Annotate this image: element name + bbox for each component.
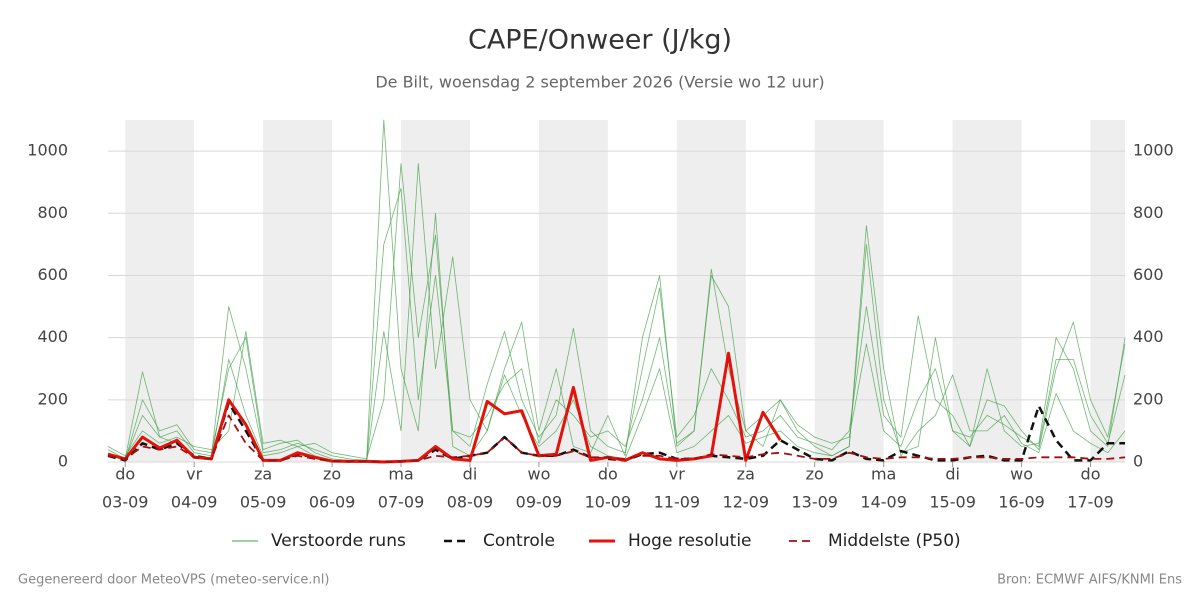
x-tick-label: za xyxy=(254,465,272,484)
x-tick-date: 04-09 xyxy=(171,493,218,512)
x-tick-date: 08-09 xyxy=(447,493,494,512)
x-tick-label: vr xyxy=(669,465,685,484)
x-tick-label: wo xyxy=(527,465,550,484)
x-tick-label: ma xyxy=(388,465,413,484)
series-line xyxy=(107,188,1126,462)
y-tick-label: 800 xyxy=(37,203,68,222)
x-tick-date: 06-09 xyxy=(309,493,356,512)
x-tick-date: 11-09 xyxy=(654,493,701,512)
y2-tick-label: 600 xyxy=(1133,265,1164,284)
x-tick-label: zo xyxy=(323,465,341,484)
footer-right: Bron: ECMWF AIFS/KNMI Ens xyxy=(997,573,1182,588)
series-line xyxy=(107,119,1126,461)
y-tick-label: 0 xyxy=(58,452,68,471)
day-shade xyxy=(263,120,333,462)
day-shade xyxy=(952,120,1022,462)
y2-tick-label: 200 xyxy=(1133,389,1164,408)
day-shade xyxy=(125,120,195,462)
x-tick-date: 17-09 xyxy=(1067,493,1114,512)
x-tick-label: wo xyxy=(1010,465,1033,484)
legend-label: Verstoorde runs xyxy=(271,531,406,551)
legend-label: Controle xyxy=(483,531,555,551)
x-tick-date: 07-09 xyxy=(378,493,425,512)
x-tick-label: do xyxy=(1081,465,1101,484)
day-shade xyxy=(676,120,746,462)
x-tick-label: di xyxy=(463,465,478,484)
series-line xyxy=(107,414,1126,463)
legend-label: Middelste (P50) xyxy=(828,531,961,551)
series-line xyxy=(107,163,1126,460)
x-tick-date: 10-09 xyxy=(585,493,632,512)
day-shade xyxy=(814,120,884,462)
x-tick-label: zo xyxy=(806,465,824,484)
x-tick-date: 09-09 xyxy=(516,493,563,512)
day-shade xyxy=(401,120,470,462)
y-tick-label: 1000 xyxy=(27,141,68,160)
chart-title: CAPE/Onweer (J/kg) xyxy=(468,25,732,56)
y2-tick-label: 0 xyxy=(1133,452,1143,471)
legend-label: Hoge resolutie xyxy=(628,531,752,551)
y2-tick-label: 800 xyxy=(1133,203,1164,222)
x-tick-date: 03-09 xyxy=(102,493,149,512)
x-tick-date: 14-09 xyxy=(860,493,907,512)
x-tick-label: do xyxy=(598,465,618,484)
y-tick-label: 600 xyxy=(37,265,68,284)
day-shade xyxy=(1090,120,1125,462)
y-tick-label: 400 xyxy=(37,327,68,346)
day-shade xyxy=(538,120,608,462)
x-tick-label: do xyxy=(115,465,135,484)
x-tick-date: 15-09 xyxy=(929,493,976,512)
chart-subtitle: De Bilt, woensdag 2 september 2026 (Vers… xyxy=(375,73,824,92)
x-tick-date: 13-09 xyxy=(791,493,838,512)
x-tick-date: 16-09 xyxy=(998,493,1045,512)
series-line xyxy=(107,351,782,464)
x-tick-date: 05-09 xyxy=(240,493,287,512)
y2-tick-label: 400 xyxy=(1133,327,1164,346)
y2-tick-label: 1000 xyxy=(1133,141,1174,160)
x-tick-label: vr xyxy=(186,465,202,484)
x-tick-label: di xyxy=(945,465,960,484)
x-tick-label: ma xyxy=(871,465,896,484)
y-tick-label: 200 xyxy=(37,389,68,408)
footer-left: Gegenereerd door MeteoVPS (meteo-service… xyxy=(18,573,329,588)
x-tick-label: za xyxy=(737,465,755,484)
series-line xyxy=(107,401,1125,463)
x-tick-date: 12-09 xyxy=(723,493,770,512)
